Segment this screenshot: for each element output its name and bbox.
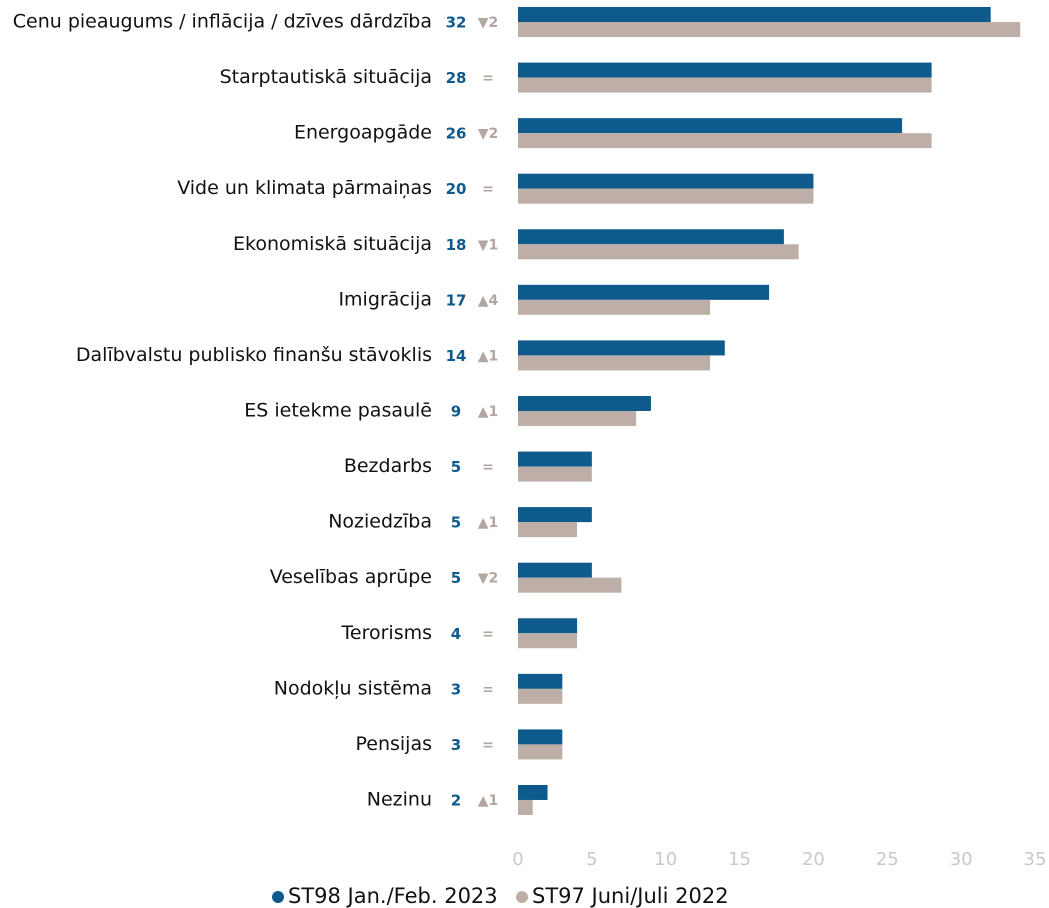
category-label: Dalībvalstu publisko finanšu stāvoklis: [76, 344, 432, 366]
bar: [518, 618, 578, 634]
category-label: Nodokļu sistēma: [274, 677, 432, 699]
bar: [518, 22, 1021, 37]
bar: [518, 466, 592, 482]
bar: [518, 633, 578, 649]
value-label: 18: [446, 236, 467, 254]
x-tick-label: 20: [802, 849, 825, 870]
bar: [518, 507, 592, 523]
change-label: =: [482, 71, 494, 87]
x-tick-label: 15: [728, 849, 751, 870]
bar: [518, 244, 799, 260]
value-label: 32: [446, 14, 467, 32]
bar: [518, 118, 903, 134]
category-label: Terorisms: [341, 622, 432, 644]
x-tick-label: 0: [512, 849, 523, 870]
value-label: 17: [446, 291, 467, 309]
bar: [518, 7, 991, 22]
change-label: =: [482, 626, 494, 642]
value-label: 14: [446, 347, 467, 365]
bar: [518, 62, 932, 78]
bar: [518, 340, 725, 356]
bar: [518, 673, 563, 689]
bar: [518, 299, 711, 315]
x-tick-label: 35: [1024, 849, 1047, 870]
category-label: Starptautiskā situācija: [220, 66, 432, 88]
bar: [518, 77, 932, 93]
legend-marker: [516, 891, 528, 903]
x-tick-label: 25: [876, 849, 899, 870]
change-label: ▼1: [478, 237, 499, 253]
x-tick-label: 30: [950, 849, 973, 870]
value-label: 9: [451, 402, 461, 420]
change-label: ▲4: [478, 293, 499, 309]
category-label: Imigrācija: [338, 288, 432, 310]
category-label: Noziedzība: [328, 511, 432, 533]
category-label: Energoapgāde: [294, 122, 432, 144]
category-label: Cenu pieaugums / inflācija / dzīves dārd…: [13, 11, 432, 33]
category-label: Vide un klimata pārmaiņas: [177, 177, 432, 199]
legend-label: ST97 Juni/Juli 2022: [532, 884, 729, 908]
bar: [518, 133, 932, 149]
bar: [518, 410, 637, 426]
change-label: ▼2: [478, 15, 499, 31]
value-label: 5: [451, 458, 461, 476]
bar: [518, 284, 770, 300]
category-label: ES ietekme pasaulē: [244, 399, 432, 421]
legend-marker: [272, 891, 284, 903]
change-label: ▲1: [478, 348, 499, 364]
value-label: 5: [451, 514, 461, 532]
change-label: =: [482, 460, 494, 476]
bar: [518, 173, 814, 189]
bar: [518, 562, 592, 578]
x-tick-label: 5: [586, 849, 597, 870]
bar: [518, 799, 533, 815]
bar: [518, 451, 592, 467]
bar: [518, 229, 784, 245]
value-label: 26: [446, 125, 467, 143]
bar: [518, 188, 814, 204]
bar: [518, 355, 711, 371]
value-label: 3: [451, 736, 461, 754]
value-label: 3: [451, 680, 461, 698]
change-label: ▼2: [478, 126, 499, 142]
change-label: ▲1: [478, 404, 499, 420]
x-tick-label: 10: [654, 849, 677, 870]
category-label: Pensijas: [355, 733, 432, 755]
value-label: 5: [451, 569, 461, 587]
value-label: 4: [451, 625, 461, 643]
bar: [518, 729, 563, 745]
category-label: Ekonomiskā situācija: [233, 233, 432, 255]
value-label: 20: [446, 180, 467, 198]
value-label: 28: [446, 69, 467, 87]
category-label: Nezinu: [367, 788, 432, 810]
value-label: 2: [451, 791, 461, 809]
bar: [518, 744, 563, 760]
bar: [518, 395, 651, 411]
change-label: =: [482, 737, 494, 753]
category-label: Bezdarbs: [344, 455, 432, 477]
change-label: =: [482, 682, 494, 698]
legend-label: ST98 Jan./Feb. 2023: [288, 884, 498, 908]
bar: [518, 522, 578, 538]
change-label: =: [482, 182, 494, 198]
change-label: ▲1: [478, 793, 499, 809]
bar: [518, 577, 622, 593]
category-label: Veselības aprūpe: [270, 566, 432, 588]
change-label: ▼2: [478, 571, 499, 587]
bar: [518, 784, 548, 800]
change-label: ▲1: [478, 515, 499, 531]
bar: [518, 688, 563, 704]
